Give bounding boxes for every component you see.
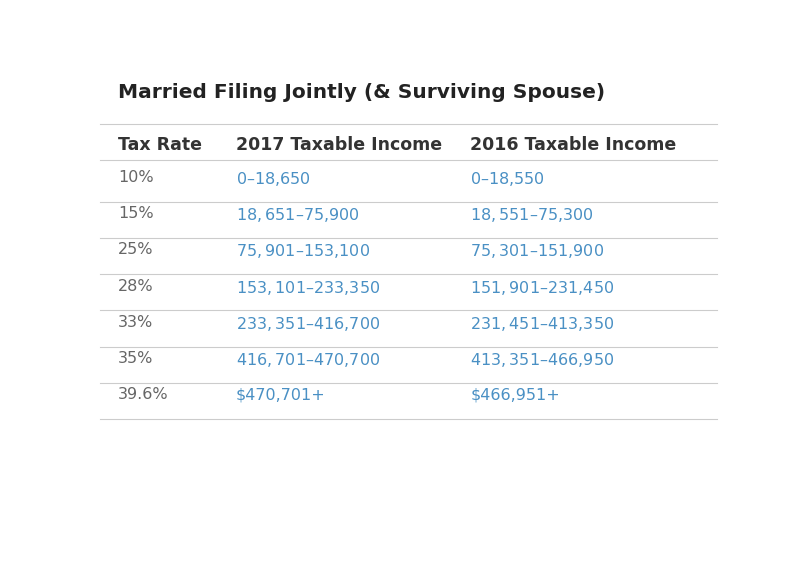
Text: 28%: 28% bbox=[118, 278, 154, 294]
Text: 33%: 33% bbox=[118, 315, 153, 330]
Text: $466,951+: $466,951+ bbox=[470, 387, 560, 403]
Text: $0 – $18,550: $0 – $18,550 bbox=[470, 170, 545, 187]
Text: 25%: 25% bbox=[118, 242, 154, 257]
Text: $75,301 – $151,900: $75,301 – $151,900 bbox=[470, 242, 604, 260]
Text: $231,451 – $413,350: $231,451 – $413,350 bbox=[470, 315, 614, 333]
Text: $0 – $18,650: $0 – $18,650 bbox=[236, 170, 311, 187]
Text: 35%: 35% bbox=[118, 351, 154, 366]
Text: Married Filing Jointly (& Surviving Spouse): Married Filing Jointly (& Surviving Spou… bbox=[118, 83, 605, 102]
Text: $75,901 – $153,100: $75,901 – $153,100 bbox=[236, 242, 370, 260]
Text: 2016 Taxable Income: 2016 Taxable Income bbox=[470, 136, 677, 154]
Text: 10%: 10% bbox=[118, 170, 154, 185]
Text: $416,701 – $470,700: $416,701 – $470,700 bbox=[236, 351, 380, 369]
Text: 15%: 15% bbox=[118, 206, 154, 221]
Text: 39.6%: 39.6% bbox=[118, 387, 169, 403]
Text: $153,101 – $233,350: $153,101 – $233,350 bbox=[236, 278, 380, 296]
Text: 2017 Taxable Income: 2017 Taxable Income bbox=[236, 136, 442, 154]
Text: $413,351 – $466,950: $413,351 – $466,950 bbox=[470, 351, 614, 369]
Text: $18,551 – $75,300: $18,551 – $75,300 bbox=[470, 206, 594, 224]
Text: $470,701+: $470,701+ bbox=[236, 387, 325, 403]
Text: $18,651 – $75,900: $18,651 – $75,900 bbox=[236, 206, 359, 224]
Text: $233,351 – $416,700: $233,351 – $416,700 bbox=[236, 315, 380, 333]
Text: $151,901 – $231,450: $151,901 – $231,450 bbox=[470, 278, 614, 296]
Text: Tax Rate: Tax Rate bbox=[118, 136, 202, 154]
